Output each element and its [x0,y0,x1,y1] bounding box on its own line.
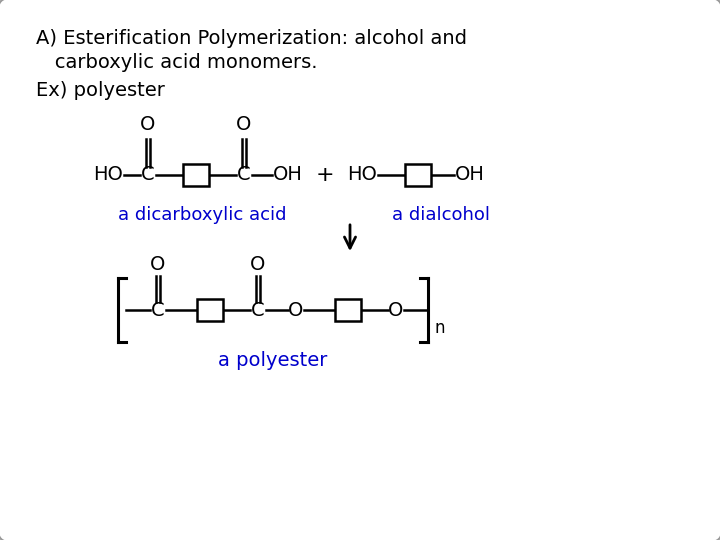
Text: O: O [236,116,252,134]
Text: O: O [288,300,304,320]
Text: O: O [150,254,166,273]
Text: C: C [251,300,265,320]
Bar [405,164,431,186]
Text: O: O [251,254,266,273]
Bar [183,164,209,186]
Text: a dicarboxylic acid: a dicarboxylic acid [118,206,287,224]
Text: carboxylic acid monomers.: carboxylic acid monomers. [36,52,318,71]
Text: C: C [237,165,251,185]
Text: C: C [151,300,165,320]
Text: OH: OH [273,165,303,185]
Text: A) Esterification Polymerization: alcohol and: A) Esterification Polymerization: alcoho… [36,29,467,48]
Text: a polyester: a polyester [218,350,328,369]
Text: HO: HO [347,165,377,185]
Text: OH: OH [455,165,485,185]
Bar [335,299,361,321]
Text: +: + [315,165,334,185]
Text: C: C [141,165,155,185]
Text: HO: HO [93,165,123,185]
Text: n: n [434,319,444,337]
Text: O: O [388,300,404,320]
Bar [197,299,223,321]
Text: O: O [140,116,156,134]
Text: Ex) polyester: Ex) polyester [36,80,165,99]
Text: a dialcohol: a dialcohol [392,206,490,224]
